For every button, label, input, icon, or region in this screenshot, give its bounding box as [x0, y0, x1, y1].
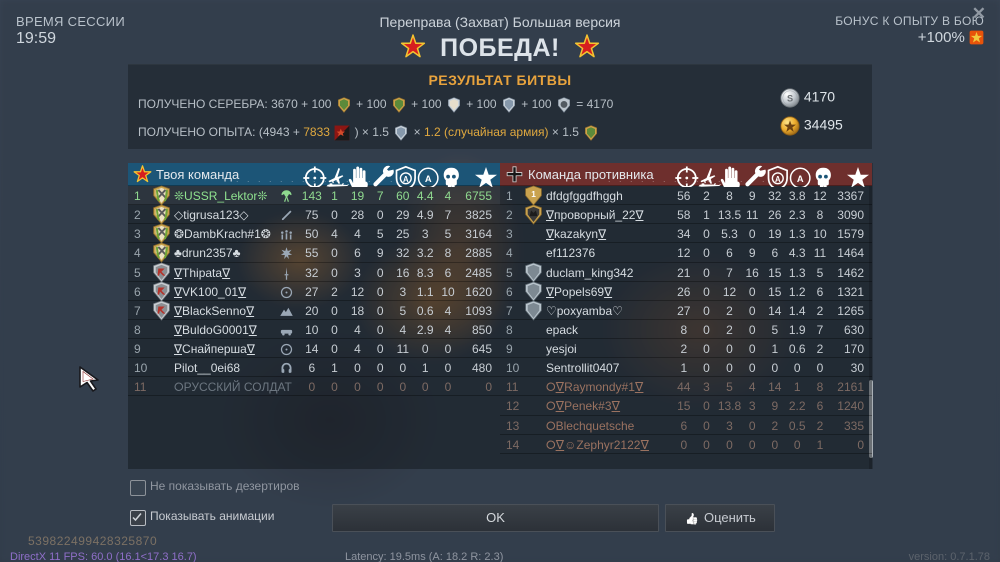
svg-text:S: S	[787, 93, 793, 103]
svg-text:1: 1	[531, 189, 536, 199]
